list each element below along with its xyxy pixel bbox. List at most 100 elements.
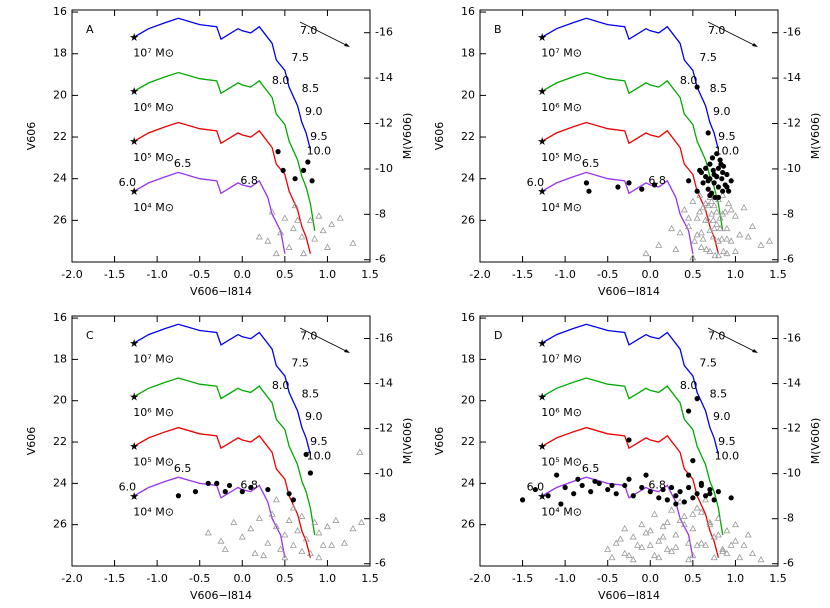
data-point <box>280 167 286 173</box>
y2-tick-label: -12 <box>783 422 801 435</box>
triangle-point <box>315 212 323 219</box>
x-tick-label: 0.5 <box>276 572 294 585</box>
annotation: 9.5 <box>718 130 736 143</box>
data-point <box>724 171 730 178</box>
data-point <box>239 489 245 495</box>
triangle-point <box>289 224 297 232</box>
y2-tick-label: -6 <box>783 253 794 266</box>
annotation: 10⁷ M⊙ <box>541 47 582 60</box>
triangle-point <box>718 235 726 242</box>
triangle-point <box>281 214 289 221</box>
track-start-star: ★ <box>537 337 547 350</box>
triangle-point <box>217 537 225 544</box>
triangle-point <box>298 512 306 519</box>
y-tick-label: 22 <box>461 435 475 448</box>
triangle-point <box>272 496 280 503</box>
data-point <box>686 178 692 184</box>
triangle-point <box>740 541 748 548</box>
triangle-point <box>311 235 319 242</box>
triangle-point <box>672 543 680 550</box>
triangle-point <box>668 506 676 513</box>
track <box>133 121 312 254</box>
annotation: 9.0 <box>713 410 731 423</box>
triangle-point <box>311 518 319 526</box>
data-point <box>681 499 687 505</box>
triangle-point <box>349 239 357 246</box>
y2-tick-label: -16 <box>783 26 801 39</box>
y-tick-label: 18 <box>461 47 475 60</box>
annotation: 6.8 <box>648 478 666 491</box>
data-point <box>192 489 199 495</box>
triangle-point <box>604 545 612 552</box>
annotation: 8.5 <box>302 82 320 95</box>
y-axis-label: V606 <box>25 122 38 151</box>
data-point <box>705 178 711 184</box>
plot-area: ★ ★ ★ ★ <box>519 323 765 563</box>
x-axis-label: V606−I814 <box>598 589 660 602</box>
triangle-point <box>646 541 654 548</box>
data-point <box>596 480 602 486</box>
y-axis-label: V606 <box>25 427 38 456</box>
y2-tick-label: -12 <box>375 422 393 435</box>
data-point <box>300 167 307 173</box>
triangle-point <box>693 231 701 238</box>
triangle-point <box>659 522 667 530</box>
annotation: 10⁵ M⊙ <box>133 151 174 164</box>
track-start-star: ★ <box>537 85 547 98</box>
triangle-point <box>340 539 348 546</box>
triangle-point <box>719 545 727 552</box>
triangle-point <box>315 529 323 536</box>
triangle-point <box>723 235 731 242</box>
triangle-point <box>706 520 714 528</box>
triangle-point <box>725 199 733 207</box>
y2-tick-label: -14 <box>783 71 801 84</box>
y2-tick-label: -6 <box>783 557 794 570</box>
data-point <box>643 472 649 478</box>
panel-label: B <box>494 23 502 36</box>
data-point <box>715 184 722 190</box>
y-tick-label: 24 <box>461 172 475 185</box>
x-tick-label: -1.5 <box>104 572 125 585</box>
y-tick-label: 18 <box>53 47 67 60</box>
reddening-arrow <box>707 21 757 47</box>
track <box>541 17 720 150</box>
triangle-point <box>294 527 302 534</box>
triangle-point <box>238 533 246 540</box>
data-point <box>694 84 700 90</box>
annotation: 10.0 <box>307 145 332 158</box>
triangle-point <box>302 535 310 542</box>
track-start-star: ★ <box>129 391 139 404</box>
triangle-point <box>608 553 616 561</box>
x-tick-label: 1.0 <box>319 572 337 585</box>
data-point <box>613 491 619 497</box>
y2-tick-label: -16 <box>783 332 801 345</box>
data-point <box>656 495 662 501</box>
annotation: 10⁷ M⊙ <box>541 352 582 365</box>
triangle-point <box>247 524 255 532</box>
triangle-point <box>748 222 756 229</box>
y2-tick-label: -10 <box>375 162 393 175</box>
triangle-point <box>277 545 285 552</box>
annotation: 10⁴ M⊙ <box>133 505 174 518</box>
x-tick-label: -0.5 <box>189 268 210 281</box>
y-tick-label: 16 <box>53 311 67 324</box>
data-point <box>715 194 722 201</box>
data-point <box>709 155 716 161</box>
y2-tick-label: -8 <box>783 207 794 220</box>
annotation: 9.0 <box>305 410 323 423</box>
triangle-point <box>731 537 739 544</box>
triangle-point <box>710 224 718 232</box>
triangle-point <box>713 220 721 227</box>
annotation: 9.0 <box>305 105 323 118</box>
y-tick-label: 24 <box>53 172 67 185</box>
triangle-point <box>655 553 663 561</box>
data-point <box>630 493 636 499</box>
triangle-point <box>709 233 717 240</box>
y-tick-label: 26 <box>53 213 67 226</box>
data-point <box>715 489 722 495</box>
x-tick-label: -1.5 <box>104 268 125 281</box>
data-point <box>562 484 568 491</box>
annotation: 6.0 <box>119 176 137 189</box>
track-start-star: ★ <box>129 85 139 98</box>
annotation: 7.5 <box>699 51 717 64</box>
